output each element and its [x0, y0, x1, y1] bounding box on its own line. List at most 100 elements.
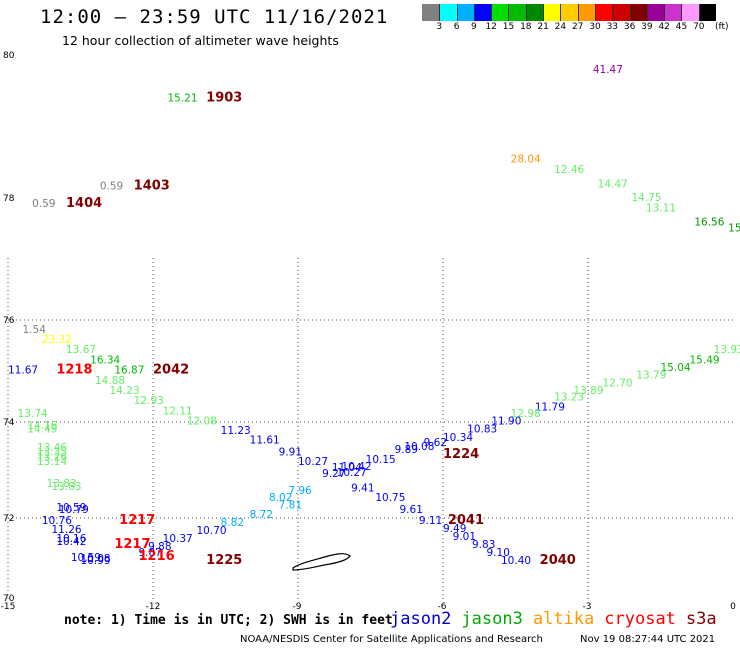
wave-height-value: 13.26 [37, 451, 67, 463]
wave-height-value: 9.87 [139, 547, 162, 559]
wave-height-value: 10.83 [467, 424, 497, 436]
legend-label: 24 [554, 22, 567, 32]
legend-label: 18 [520, 22, 532, 32]
wave-height-value: 14.47 [598, 178, 628, 190]
legend-label: 45 [675, 22, 688, 32]
wave-height-value: 16.56 [694, 216, 724, 228]
wave-height-value: 41.47 [593, 64, 623, 76]
legend-swatch [525, 4, 544, 21]
wave-height-value: 0.59 [32, 198, 55, 210]
legend-swatch [664, 4, 682, 21]
pass-time-label: 1217 [114, 537, 150, 552]
wave-height-value: 12.93 [134, 395, 164, 407]
legend-swatch [422, 4, 440, 21]
longitude-label: -3 [583, 602, 592, 612]
legend-label: 42 [658, 22, 670, 32]
legend-swatch [508, 4, 526, 21]
footnote: note: 1) Time is in UTC; 2) SWH is in fe… [64, 613, 393, 628]
legend-swatch [594, 4, 613, 21]
legend-label: 15 [502, 22, 515, 32]
satellite-legend-item: cryosat [604, 609, 676, 629]
wave-height-value: 8.02 [269, 492, 292, 504]
pass-time-label: 1217 [119, 513, 155, 528]
wave-height-value: 9.10 [487, 547, 510, 559]
wave-height-value: 11.90 [491, 415, 521, 427]
wave-height-value: 14.88 [95, 375, 125, 387]
wave-height-value: 16.34 [90, 354, 120, 366]
legend-label: 70 [693, 22, 705, 32]
jan-mayen-coastline [292, 553, 351, 571]
wave-height-value: 13.35 [37, 447, 67, 459]
wave-height-value: 13.74 [18, 408, 48, 420]
longitude-label: -6 [438, 602, 447, 612]
wave-height-value: 13.67 [66, 344, 96, 356]
map-grid [7, 258, 733, 600]
legend-swatch [646, 4, 665, 21]
wave-height-value: 15.04 [661, 362, 691, 374]
legend-label: 21 [537, 22, 549, 32]
wave-height-value: 12.08 [187, 415, 217, 427]
legend-swatch [681, 4, 699, 21]
wave-height-value: 10.40 [501, 555, 531, 567]
wave-height-value: 15 [728, 223, 740, 235]
wave-height-value: 11.79 [535, 401, 565, 413]
wave-height-value: 9.49 [443, 523, 466, 535]
pass-time-label: 1218 [56, 363, 92, 378]
wave-height-value: 13.46 [37, 442, 67, 454]
wave-height-value: 7.81 [279, 499, 302, 511]
wave-height-value: 13.11 [646, 202, 676, 214]
wave-height-value: 12.46 [554, 164, 584, 176]
wave-height-value: 23.32 [42, 334, 72, 346]
wave-height-value: 15.21 [168, 92, 198, 104]
wave-height-value: 10.27 [298, 456, 328, 468]
wave-height-value: 10.16 [56, 533, 86, 545]
legend-swatch [629, 4, 647, 21]
wave-height-value: 9.88 [148, 541, 171, 553]
wave-height-value: 9.62 [424, 437, 447, 449]
pass-time-label: 1225 [206, 553, 242, 568]
legend-label: 39 [641, 22, 653, 32]
wave-height-value: 12.11 [163, 405, 193, 417]
latitude-label: 76 [3, 316, 15, 326]
legend-swatch [612, 4, 630, 21]
satellite-legend: jason2 jason3 altika cryosat s3a [390, 609, 727, 629]
satellite-legend-item: altika [532, 609, 595, 629]
legend-label: 12 [485, 22, 497, 32]
legend-swatch [698, 4, 717, 21]
wave-height-value: 13.14 [37, 456, 67, 468]
legend-label: 6 [453, 22, 460, 32]
color-scale-legend [422, 4, 717, 21]
wave-height-value: 13.93 [714, 344, 740, 356]
wave-height-value: 14.16 [27, 420, 57, 432]
latitude-label: 74 [3, 418, 15, 428]
longitude-label: -15 [1, 602, 16, 612]
longitude-label: -9 [293, 602, 302, 612]
longitude-label: -12 [146, 602, 161, 612]
wave-height-value: 10.59 [71, 552, 101, 564]
wave-height-value: 10.76 [42, 515, 72, 527]
legend-swatch [473, 4, 492, 21]
generated-timestamp: Nov 19 08:27:44 UTC 2021 [580, 634, 716, 645]
pass-time-label: 1903 [206, 90, 242, 105]
wave-height-value: 0.59 [100, 180, 123, 192]
wave-height-value: 15.49 [690, 354, 720, 366]
satellite-legend-item: jason3 [461, 609, 523, 629]
wave-height-value: 11.04 [332, 462, 362, 474]
map-subtitle: 12 hour collection of altimeter wave hei… [62, 33, 339, 48]
longitude-label: 0 [730, 602, 736, 612]
wave-height-value: 14.75 [632, 192, 662, 204]
pass-time-label: 1403 [134, 178, 170, 193]
legend-label: 36 [623, 22, 636, 32]
wave-height-value: 12.70 [603, 377, 633, 389]
legend-swatch [491, 4, 509, 21]
wave-height-value: 9.41 [351, 483, 374, 495]
wave-height-value: 14.23 [110, 385, 140, 397]
pass-time-label: 2041 [448, 513, 484, 528]
wave-height-value: 11.61 [250, 435, 280, 447]
latitude-label: 80 [3, 51, 15, 61]
pass-time-label: 1216 [139, 549, 175, 564]
wave-height-value: 13.83 [52, 481, 82, 493]
wave-height-value: 10.42 [56, 536, 86, 548]
